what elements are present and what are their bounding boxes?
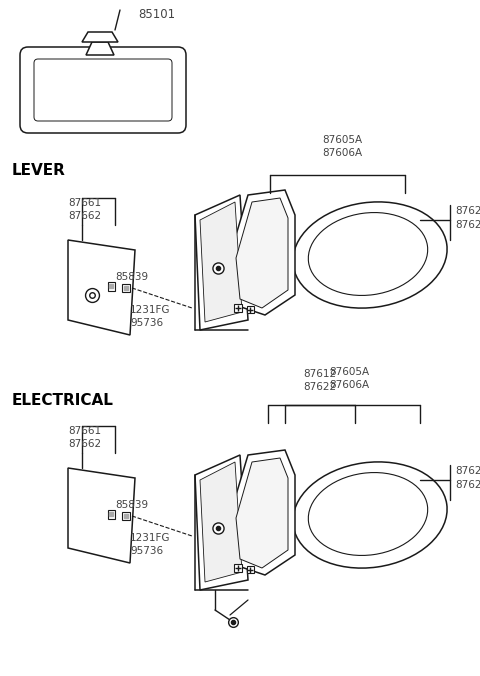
Polygon shape [200,462,242,582]
Ellipse shape [308,212,428,295]
Ellipse shape [293,462,447,568]
Text: 1231FG
95736: 1231FG 95736 [130,533,170,556]
Polygon shape [68,240,135,335]
Text: 1231FG
95736: 1231FG 95736 [130,305,170,329]
Polygon shape [68,468,135,563]
Text: 87605A
87606A: 87605A 87606A [329,367,369,390]
Text: 87661
87662: 87661 87662 [68,426,101,449]
Polygon shape [195,195,248,330]
Text: 85839: 85839 [115,500,148,510]
Polygon shape [200,202,242,322]
Text: 87661
87662: 87661 87662 [68,198,101,221]
Polygon shape [86,42,114,55]
FancyBboxPatch shape [34,59,172,121]
Text: ELECTRICAL: ELECTRICAL [12,393,114,408]
Text: 87623A
87624B: 87623A 87624B [455,206,480,230]
Bar [108,510,115,519]
Text: 87612
87622: 87612 87622 [303,369,336,392]
Text: LEVER: LEVER [12,163,66,178]
Bar [122,284,130,292]
Ellipse shape [308,473,428,556]
Polygon shape [230,190,295,315]
Text: 87605A
87606A: 87605A 87606A [322,135,362,158]
Text: 87623A
87624B: 87623A 87624B [455,466,480,489]
Bar [234,564,242,572]
Bar [234,304,242,312]
Polygon shape [236,458,288,568]
Text: 85101: 85101 [138,8,175,21]
Bar [247,566,254,573]
Polygon shape [195,455,248,590]
Bar [247,306,254,313]
Polygon shape [236,198,288,308]
FancyBboxPatch shape [20,47,186,133]
Polygon shape [82,32,118,42]
Polygon shape [230,450,295,575]
Ellipse shape [293,202,447,308]
Bar [108,282,115,291]
Bar [122,512,130,520]
Text: 85839: 85839 [115,272,148,282]
